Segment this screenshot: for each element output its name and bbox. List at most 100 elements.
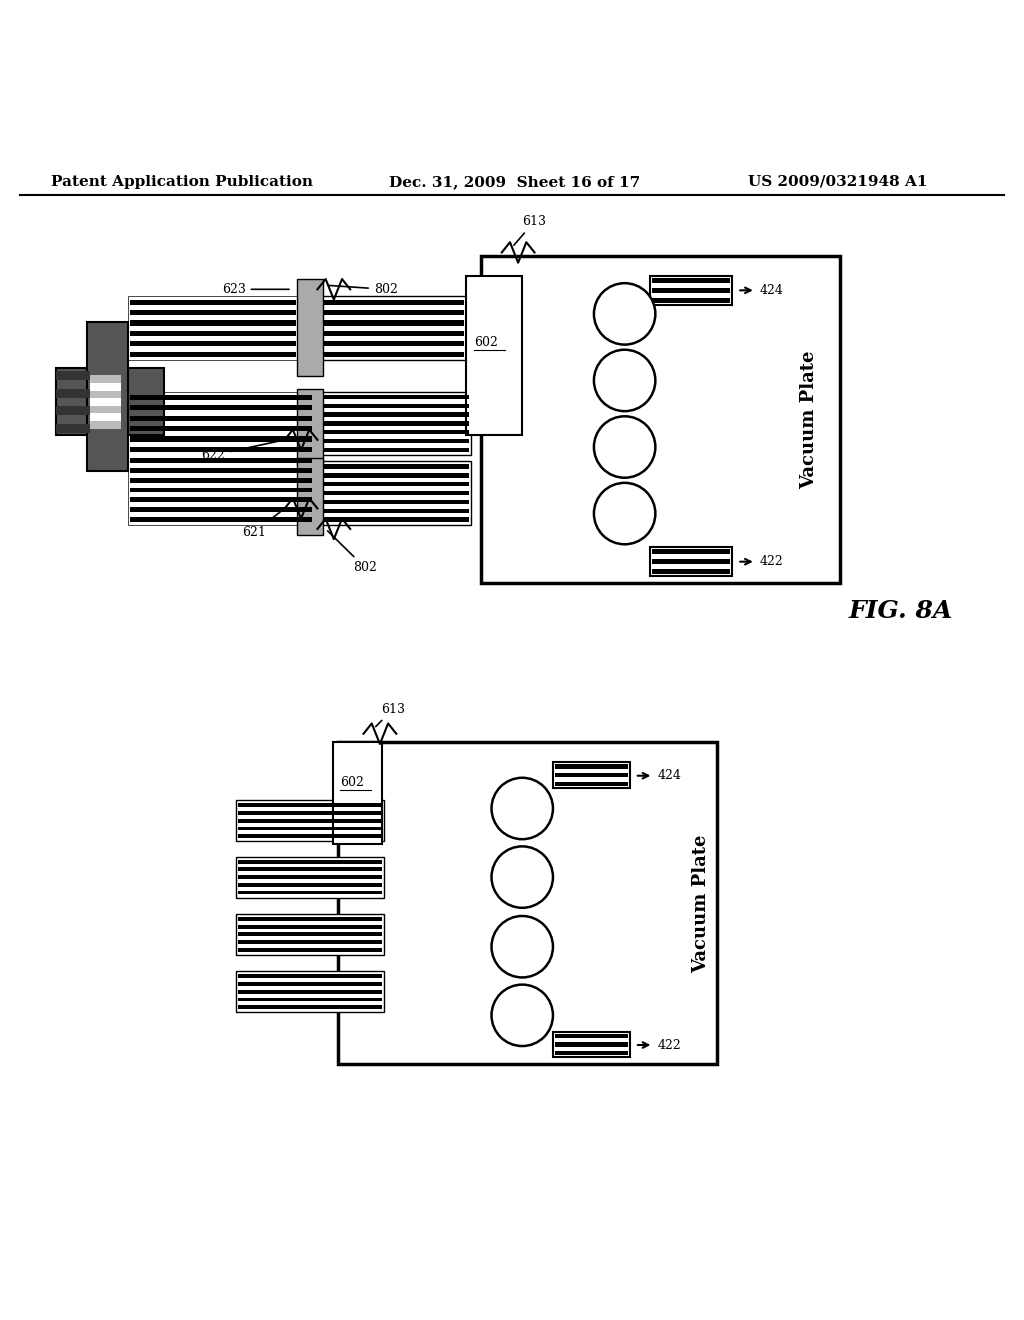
Bar: [333, 742, 382, 845]
Bar: [314, 508, 469, 513]
Circle shape: [492, 985, 553, 1045]
Bar: [297, 279, 323, 376]
Bar: [236, 800, 384, 841]
Bar: [555, 1034, 628, 1038]
Text: 802: 802: [329, 282, 397, 296]
Bar: [56, 371, 90, 380]
Bar: [130, 395, 312, 400]
Bar: [238, 940, 382, 944]
Bar: [553, 1032, 630, 1057]
Bar: [314, 500, 469, 504]
Bar: [555, 1051, 628, 1055]
Bar: [481, 256, 840, 583]
Bar: [297, 388, 323, 466]
Bar: [90, 405, 121, 413]
Bar: [652, 560, 730, 564]
Text: Patent Application Publication: Patent Application Publication: [51, 174, 313, 189]
Bar: [319, 342, 464, 346]
Bar: [319, 310, 464, 315]
Bar: [314, 438, 469, 444]
Bar: [87, 322, 128, 470]
Bar: [130, 507, 312, 512]
Text: 621: 621: [243, 510, 283, 539]
Bar: [338, 742, 717, 1064]
Bar: [652, 298, 730, 302]
Bar: [314, 465, 469, 469]
Bar: [130, 487, 312, 492]
Bar: [236, 857, 384, 898]
Text: 613: 613: [514, 215, 546, 246]
Bar: [130, 517, 312, 521]
Bar: [56, 407, 90, 414]
Text: 623: 623: [222, 282, 289, 296]
Bar: [238, 974, 382, 978]
Bar: [238, 875, 382, 879]
Bar: [466, 276, 522, 434]
Bar: [555, 1043, 628, 1047]
Bar: [652, 569, 730, 574]
Bar: [130, 351, 296, 356]
Text: 422: 422: [657, 1039, 681, 1052]
Bar: [238, 867, 382, 871]
Bar: [314, 482, 469, 487]
Bar: [652, 288, 730, 293]
Bar: [314, 412, 469, 417]
Bar: [314, 430, 469, 434]
Bar: [130, 458, 312, 463]
Bar: [238, 917, 382, 921]
Bar: [90, 375, 121, 383]
Bar: [238, 883, 382, 887]
Bar: [314, 447, 469, 453]
Text: Vacuum Plate: Vacuum Plate: [800, 350, 818, 488]
Bar: [314, 491, 469, 495]
Bar: [553, 763, 630, 788]
Bar: [238, 818, 382, 822]
Bar: [238, 932, 382, 936]
Bar: [238, 810, 382, 814]
Bar: [319, 321, 464, 326]
Circle shape: [594, 416, 655, 478]
Circle shape: [594, 284, 655, 345]
Bar: [90, 391, 121, 399]
Bar: [130, 498, 312, 502]
Bar: [650, 276, 732, 305]
Bar: [130, 300, 296, 305]
Bar: [130, 478, 312, 483]
Bar: [130, 447, 312, 453]
Bar: [236, 972, 384, 1012]
Text: 602: 602: [340, 776, 364, 789]
Bar: [238, 859, 382, 863]
Bar: [319, 300, 464, 305]
Circle shape: [492, 777, 553, 840]
Bar: [312, 462, 471, 525]
Bar: [652, 549, 730, 554]
Text: US 2009/0321948 A1: US 2009/0321948 A1: [748, 174, 927, 189]
Text: FIG. 8A: FIG. 8A: [849, 599, 953, 623]
Bar: [297, 458, 323, 535]
Bar: [236, 913, 384, 954]
Bar: [130, 342, 296, 346]
Bar: [555, 774, 628, 777]
Bar: [314, 404, 469, 408]
Bar: [130, 331, 296, 337]
Bar: [314, 474, 469, 478]
Bar: [652, 279, 730, 282]
Bar: [130, 469, 312, 473]
Bar: [130, 416, 312, 421]
Text: 422: 422: [760, 556, 783, 568]
Circle shape: [492, 846, 553, 908]
Bar: [238, 982, 382, 986]
Bar: [90, 421, 121, 429]
Bar: [650, 548, 732, 576]
Bar: [130, 405, 312, 411]
Bar: [238, 834, 382, 838]
Bar: [90, 375, 121, 429]
Bar: [238, 804, 382, 808]
Bar: [238, 826, 382, 830]
Bar: [130, 437, 312, 442]
Bar: [555, 764, 628, 768]
Bar: [319, 351, 464, 356]
Bar: [314, 395, 469, 399]
Bar: [238, 1006, 382, 1010]
Text: 613: 613: [376, 702, 404, 726]
